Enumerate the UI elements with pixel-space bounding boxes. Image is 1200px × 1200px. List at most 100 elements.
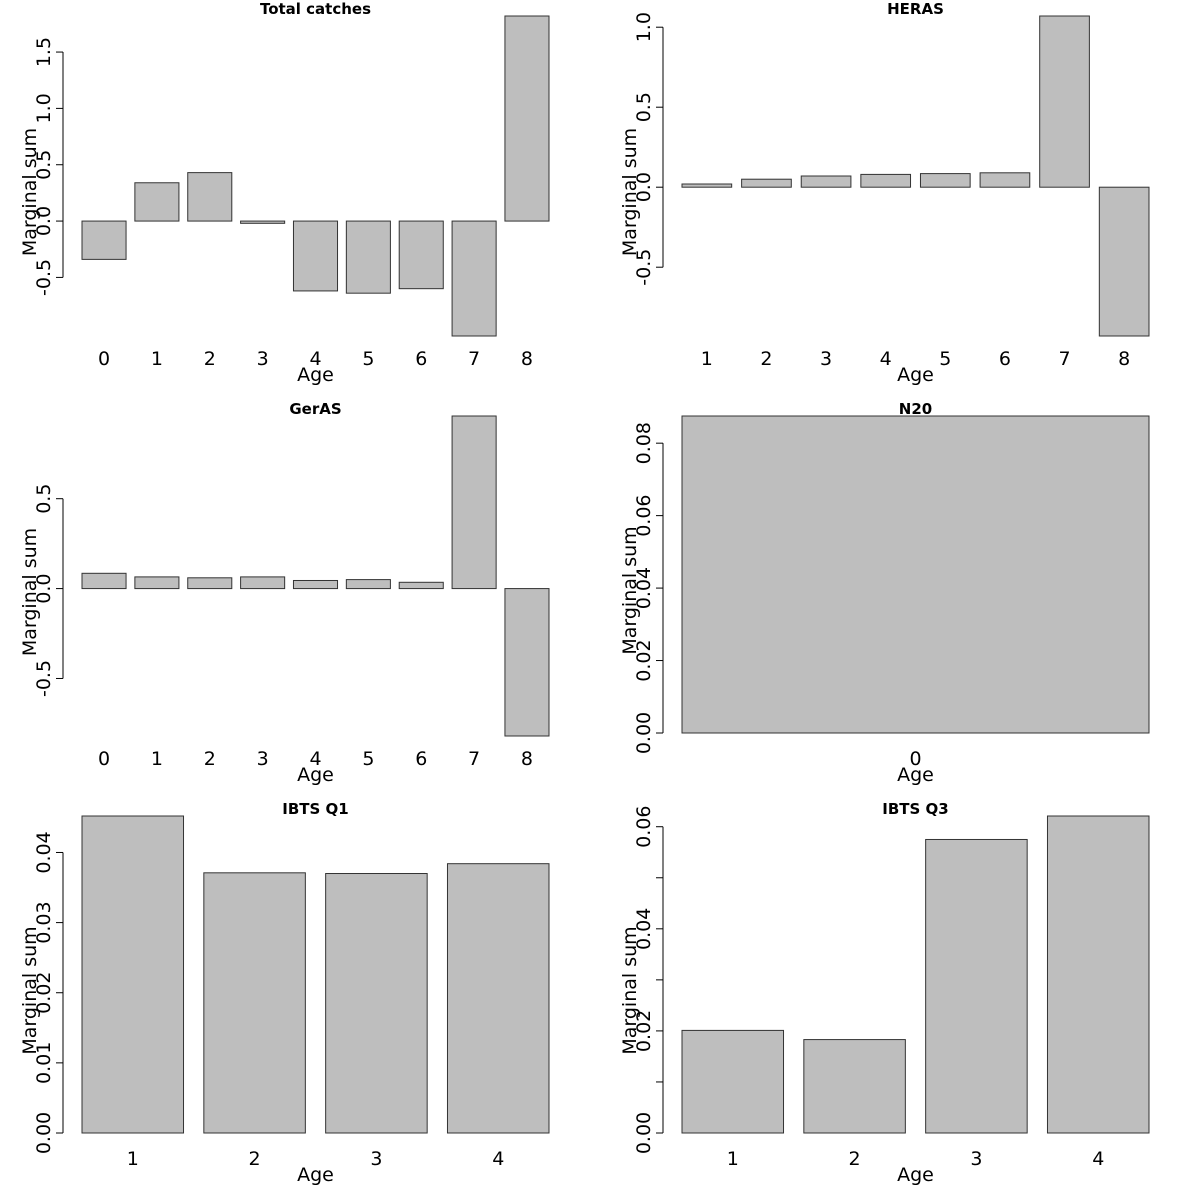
x-tick-label: 5 (939, 348, 951, 370)
bar-3 (240, 576, 286, 590)
y-tick-label: 0.0 (33, 573, 55, 603)
bar-7 (1039, 15, 1090, 188)
x-tick-label: 7 (468, 348, 480, 370)
y-tick-label: 0.04 (633, 908, 655, 950)
y-tick-label: 0.03 (33, 901, 55, 943)
y-tick-label: 1.5 (33, 37, 55, 67)
x-tick-label: 6 (415, 348, 427, 370)
x-tick-label: 4 (880, 348, 892, 370)
x-tick-label: 3 (820, 348, 832, 370)
bar-6 (979, 172, 1031, 188)
bar-3 (240, 220, 286, 224)
y-tick-label: 1.0 (33, 93, 55, 123)
x-tick-label: 5 (362, 748, 374, 770)
bar-1 (134, 576, 180, 590)
x-tick-label: 2 (849, 1148, 861, 1170)
bar-2 (187, 577, 233, 590)
bar-1 (134, 182, 180, 222)
x-tick-label: 8 (1118, 348, 1130, 370)
bar-6 (398, 220, 444, 290)
x-tick-label: 3 (257, 748, 269, 770)
bar-0 (81, 220, 127, 260)
bar-4 (292, 579, 339, 590)
y-tick-label: 0.0 (633, 172, 655, 202)
x-tick-label: 3 (370, 1148, 382, 1170)
bar-2 (803, 1039, 906, 1134)
panel-title: N20 (899, 400, 932, 418)
panel-4: N20 0 0.00 0.02 0.04 0.06 0.08 Age Marginal sum (619, 400, 1150, 786)
bar-0 (681, 415, 1150, 734)
bar-8 (504, 15, 550, 222)
bar-1 (681, 183, 733, 188)
panel-title: HERAS (887, 0, 944, 18)
bar-2 (741, 178, 792, 188)
x-tick-label: 0 (909, 748, 921, 770)
x-tick-label: 4 (309, 348, 321, 370)
y-tick-label: 0.5 (633, 92, 655, 122)
y-tick-label: 0.01 (33, 1042, 55, 1084)
panel-title: IBTS Q3 (882, 800, 948, 818)
y-tick-label: -0.5 (33, 660, 55, 697)
bar-4 (1046, 815, 1150, 1134)
bar-4 (446, 863, 550, 1134)
bar-0 (81, 572, 127, 590)
x-tick-label: 2 (204, 348, 216, 370)
x-tick-label: 8 (521, 748, 533, 770)
x-tick-label: 2 (760, 348, 772, 370)
bar-4 (860, 173, 912, 188)
x-tick-label: 1 (151, 348, 163, 370)
x-tick-label: 4 (309, 748, 321, 770)
x-axis-label: Age (897, 1164, 934, 1186)
x-tick-label: 1 (727, 1148, 739, 1170)
y-tick-label: 1.0 (633, 12, 655, 42)
panel-title: IBTS Q1 (282, 800, 348, 818)
x-tick-label: 4 (492, 1148, 504, 1170)
bar-6 (398, 581, 444, 590)
y-tick-label: 0.04 (33, 831, 55, 873)
x-axis-label: Age (297, 1164, 334, 1186)
x-tick-label: 2 (249, 1148, 261, 1170)
panel-2: HERAS 1 2 3 4 5 6 7 8 -0.5 0.0 0.5 1.0 Age Marginal su… (619, 0, 1150, 386)
bar-5 (345, 579, 391, 590)
y-axis-label: Marginal sum (19, 528, 41, 656)
y-tick-label: 0.06 (633, 494, 655, 536)
y-tick-label: 0.0 (33, 206, 55, 236)
x-tick-label: 8 (521, 348, 533, 370)
bar-3 (800, 175, 852, 188)
x-tick-label: 3 (970, 1148, 982, 1170)
bar-8 (1098, 186, 1150, 337)
x-axis-label: Age (897, 364, 934, 386)
panel-3: GerAS 0 1 2 3 4 5 6 7 8 -0.5 0.0 0.5 Age Marginal sum (19, 400, 550, 786)
bar-2 (187, 172, 233, 222)
y-axis-label: Marginal sum (619, 526, 641, 654)
x-axis-label: Age (297, 764, 334, 786)
bar-8 (504, 588, 550, 737)
panel-1: Total catches 0 1 2 3 4 5 6 7 8 -0.5 0.0 0.5 1.0 1.5 Ag… (19, 0, 550, 386)
bar-1 (681, 1029, 785, 1134)
y-tick-label: -0.5 (33, 259, 55, 296)
bar-5 (919, 173, 971, 188)
bar-5 (345, 220, 391, 294)
y-tick-label: 0.08 (633, 422, 655, 464)
bar-3 (325, 873, 428, 1134)
bar-1 (81, 815, 185, 1134)
bar-4 (292, 220, 339, 292)
x-axis-label: Age (897, 764, 934, 786)
panel-5: IBTS Q1 1 2 3 4 0.00 0.01 0.02 0.03 0.04 Age Margin… (19, 800, 550, 1186)
y-tick-label: -0.5 (633, 249, 655, 286)
y-tick-label: 0.00 (633, 1112, 655, 1154)
bar-2 (203, 872, 306, 1134)
x-tick-label: 3 (257, 348, 269, 370)
y-tick-label: 0.5 (33, 150, 55, 180)
y-tick-label: 0.02 (633, 639, 655, 681)
x-tick-label: 0 (98, 348, 110, 370)
x-tick-label: 1 (151, 748, 163, 770)
y-axis-label: Marginal sum (19, 926, 41, 1054)
x-tick-label: 4 (1092, 1148, 1104, 1170)
y-axis-label: Marginal sum (619, 926, 641, 1054)
x-tick-label: 2 (204, 748, 216, 770)
panel-6: IBTS Q3 1 2 3 4 0.00 0.02 0.04 0.06 Age Marginal s… (619, 800, 1150, 1186)
panel-title: GerAS (289, 400, 341, 418)
y-tick-label: 0.00 (633, 712, 655, 754)
